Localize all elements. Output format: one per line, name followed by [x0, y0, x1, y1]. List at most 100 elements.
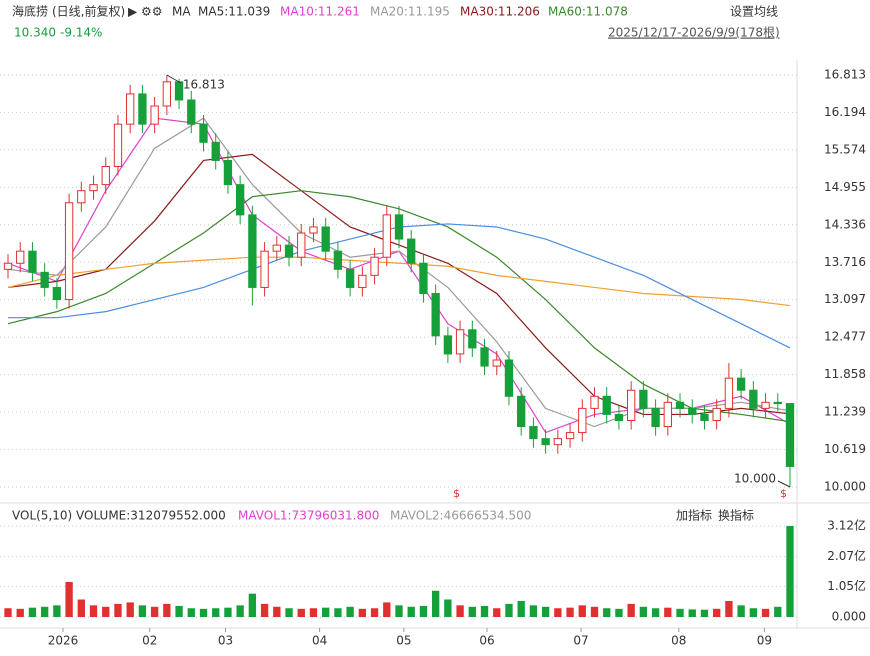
volume-bar: [725, 600, 733, 617]
y-tick-label: 3.12亿: [827, 518, 866, 533]
ma30-label: MA30:11.206: [460, 5, 540, 19]
candle-body: [358, 274, 367, 288]
candle-body: [297, 232, 306, 258]
candle-body: [248, 214, 257, 288]
candle-body: [284, 244, 294, 258]
y-tick-label: 13.716: [824, 255, 866, 269]
volume-bar: [444, 599, 452, 617]
volume-bar: [150, 606, 159, 617]
volume-bar: [370, 608, 379, 617]
volume-bar: [541, 606, 550, 617]
candle-body: [174, 81, 184, 101]
event-icon[interactable]: $: [780, 487, 787, 500]
volume-bar: [456, 605, 464, 617]
y-tick-label: 10.619: [824, 442, 866, 456]
volume-bar: [126, 602, 134, 617]
x-tick-label: 03: [218, 634, 233, 648]
candle-body: [40, 271, 49, 288]
volume-bar: [431, 590, 440, 617]
volume-bar: [566, 607, 574, 617]
y-tick-label: 10.000: [824, 480, 866, 494]
candle-body: [529, 426, 538, 440]
candle-body: [309, 226, 318, 234]
ma10-label: MA10:11.261: [280, 5, 360, 19]
candle-body: [126, 93, 135, 125]
candle-body: [602, 395, 611, 415]
candle-body: [455, 329, 465, 355]
volume-bar: [236, 605, 244, 617]
volume-bar: [664, 607, 672, 617]
max-arrow: [166, 74, 182, 84]
last-price: 10.340: [14, 26, 56, 40]
candle-body: [162, 81, 172, 107]
volume-bar: [493, 608, 501, 617]
volume-bar: [468, 606, 476, 617]
candle-body: [468, 329, 477, 349]
x-tick-label: 2026: [48, 634, 79, 648]
candle-body: [211, 141, 220, 161]
candle-body: [89, 184, 98, 192]
candle-body: [663, 401, 672, 428]
add-indicator[interactable]: 加指标: [676, 508, 712, 523]
change: -9.14%: [60, 26, 102, 40]
volume-bar: [77, 599, 85, 617]
volume-bar: [700, 609, 709, 617]
volume-bar: [578, 605, 586, 617]
volume-bar: [346, 606, 354, 617]
y-tick-label: 14.955: [824, 180, 866, 194]
candle-body: [260, 250, 269, 288]
y-tick-label: 2.07亿: [827, 548, 866, 563]
x-tick-label: 06: [479, 634, 494, 648]
volume-bar: [774, 606, 782, 617]
candle-body: [614, 413, 624, 421]
volume-bar: [248, 593, 257, 617]
volume-bar: [517, 600, 525, 617]
candle-body: [504, 359, 514, 397]
candle-body: [28, 250, 37, 273]
x-tick-label: 02: [142, 634, 157, 648]
volume-bar: [786, 526, 794, 617]
play-icon[interactable]: ▶ ⚙⚙: [128, 5, 163, 19]
switch-indicator[interactable]: 换指标: [718, 508, 754, 523]
ma60-label: MA60:11.078: [548, 5, 628, 19]
candle-body: [187, 99, 196, 125]
y-tick-label: 0.000: [832, 610, 866, 624]
candle-body: [333, 250, 343, 270]
volume-bar: [334, 608, 342, 617]
volume-bar: [65, 582, 73, 617]
volume-bar: [590, 606, 599, 617]
candle-body: [64, 202, 74, 301]
candle-body: [736, 377, 746, 391]
max-label: 16.813: [183, 78, 225, 92]
candle-body: [77, 190, 86, 204]
volume-bar: [603, 608, 611, 617]
candle-body: [651, 407, 660, 428]
volume-bar: [28, 607, 37, 617]
candle-body: [639, 389, 648, 409]
x-tick-label: 05: [396, 634, 411, 648]
candle-body: [517, 395, 526, 428]
volume-bar: [309, 608, 318, 617]
candle-body: [749, 389, 758, 409]
volume-bar: [163, 603, 171, 617]
volume-bar: [383, 602, 391, 617]
indicator: MA: [172, 5, 191, 19]
volume-bar: [627, 603, 635, 617]
candle-body: [712, 407, 721, 421]
ma-settings[interactable]: 设置均线: [730, 5, 778, 19]
vol-name: VOL(5,10): [12, 509, 72, 523]
candle-body: [688, 407, 697, 415]
volume-bar: [737, 605, 745, 617]
volume-bar: [89, 605, 98, 617]
volume-bar: [53, 605, 61, 617]
candle-body: [626, 389, 636, 421]
volume-bar: [639, 606, 648, 617]
candle-body: [578, 407, 587, 434]
candle-body: [138, 93, 147, 125]
candle-body: [785, 403, 795, 467]
date-range: 2025/12/17-2026/9/9(178根): [608, 26, 780, 40]
mavol2: MAVOL2:46666534.500: [390, 509, 531, 523]
event-icon[interactable]: $: [453, 487, 460, 500]
candle-body: [345, 268, 355, 288]
volume-bar: [688, 609, 696, 617]
